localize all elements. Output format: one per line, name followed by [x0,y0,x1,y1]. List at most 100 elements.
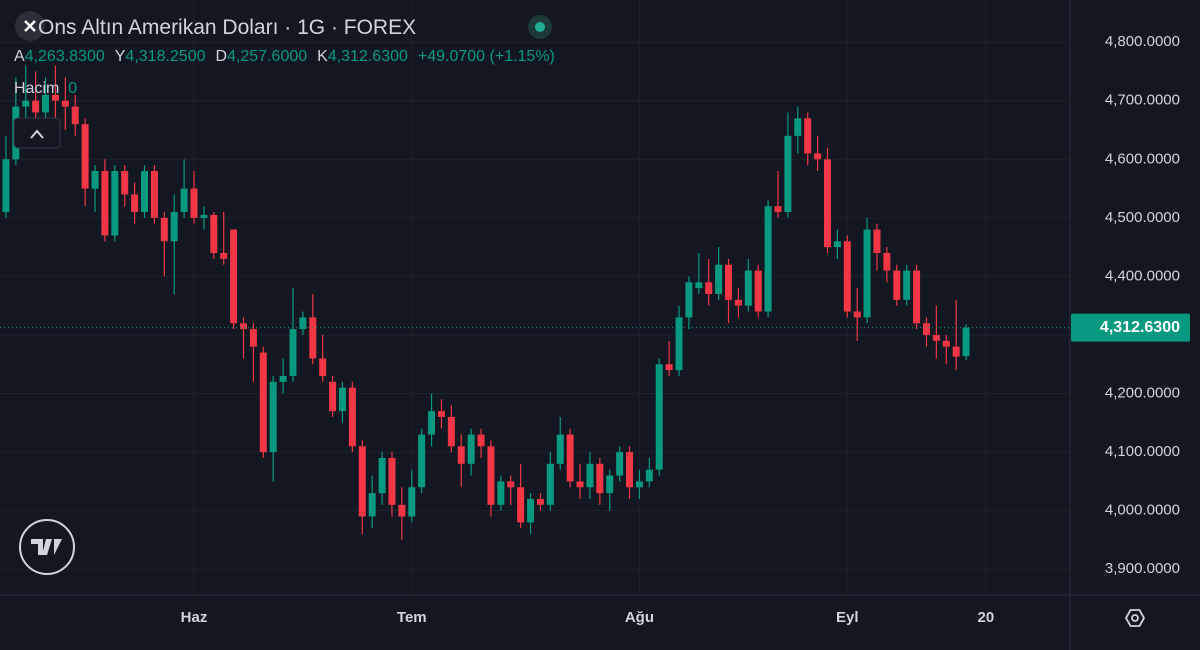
candle-body [655,364,663,470]
candle-body [200,214,208,218]
candle-body [566,434,574,482]
candle-body [576,481,584,488]
candle-body [487,446,495,505]
ohlc-value: 4,312.6300 [327,48,408,65]
y-tick-label: 4,200.0000 [1105,385,1180,402]
candle-body [338,387,346,412]
candle-body [329,381,337,412]
candle-body [467,434,475,464]
candle-body [289,329,297,376]
y-tick-label: 4,500.0000 [1105,209,1180,226]
candle-body [249,329,257,347]
candle-body [616,452,624,476]
candle-body [922,323,930,335]
candle-body [348,387,356,447]
candle-body [873,229,881,253]
candle-body [51,94,59,101]
candle-body [556,434,564,464]
ohlc-value: 4,263.8300 [24,48,105,65]
collapse-icon [30,129,44,139]
candle-body [447,416,455,447]
candle-body [497,481,505,505]
y-tick-label: 4,000.0000 [1105,502,1180,519]
candle-body [141,171,149,212]
ohlc-value: 4,257.6000 [227,48,308,65]
candle-body [952,346,960,357]
candle-body [457,446,465,464]
candle-body [190,188,198,218]
candle-body [893,270,901,300]
close-icon [24,20,36,32]
collapse-button[interactable] [13,117,61,149]
candle-body [725,264,733,300]
candle-body [170,211,178,242]
volume-value: 0 [68,80,78,97]
candle-body [507,481,515,488]
candle-body [32,100,40,113]
candle-body [368,493,376,517]
candle-body [239,323,247,330]
candle-body [586,463,594,488]
ohlc-key: K [317,48,328,65]
y-tick-label: 4,100.0000 [1105,443,1180,460]
candle-body [299,317,307,330]
candle-body [230,229,238,324]
candle-body [784,135,792,212]
candle-body [754,270,762,312]
price-change: +49.0700 (+1.15%) [417,48,555,65]
volume-row: Hacim 0 [14,80,555,98]
ohlc-key: D [215,48,228,65]
settings-hex [1124,609,1146,627]
candle-body [220,252,228,259]
candle-body [71,106,79,125]
x-tick-label: Eyl [836,609,859,626]
candle-body [2,159,10,212]
y-tick-label: 4,700.0000 [1105,92,1180,109]
last-price-badge [1071,313,1190,342]
candle-body [804,118,812,154]
candle-body [665,364,673,371]
candle-body [913,270,921,324]
candle-body [645,469,653,482]
last-price-label: 4,312.6300 [1100,319,1180,336]
ohlc-key: Y [114,48,126,65]
candle-body [883,252,891,271]
candle-body [150,171,158,218]
legend-title-row: Ons Altın Amerikan Doları · 1G · FOREX [14,12,555,44]
candle-body [685,282,693,318]
ohlc-value: 4,318.2500 [125,48,206,65]
candle-body [675,317,683,371]
candle-body [596,463,604,494]
candle-body [942,340,950,347]
candle-body [814,153,822,160]
candle-body [101,171,109,236]
candle-body [626,452,634,488]
candle-body [378,457,386,494]
candle-body [635,481,643,488]
candle-body [517,487,525,523]
candle-body [180,188,188,212]
y-tick-label: 4,400.0000 [1105,267,1180,284]
settings-icon[interactable] [1124,609,1146,627]
candle-body [962,327,970,357]
x-tick-label: Tem [397,609,427,626]
candle-body [398,504,406,517]
chart-title: Ons Altın Amerikan Doları · 1G · FOREX [38,16,417,39]
candle-body [695,282,703,289]
y-tick-label: 4,800.0000 [1105,33,1180,50]
candle-body [111,171,119,236]
candle-body [259,352,267,453]
ohlc-key: A [14,48,25,65]
settings-dot [1131,614,1139,622]
candle-body [764,206,772,312]
candle-body [477,434,485,447]
ohlc-row: A4,263.8300 Y4,318.2500 D4,257.6000 K4,312.… [14,48,555,66]
candle-body [319,358,327,376]
candle-body [823,159,831,248]
candle-body [131,194,139,212]
candles [2,65,970,540]
candle-body [388,457,396,505]
candle-body [22,100,30,107]
candle-body [932,334,940,341]
